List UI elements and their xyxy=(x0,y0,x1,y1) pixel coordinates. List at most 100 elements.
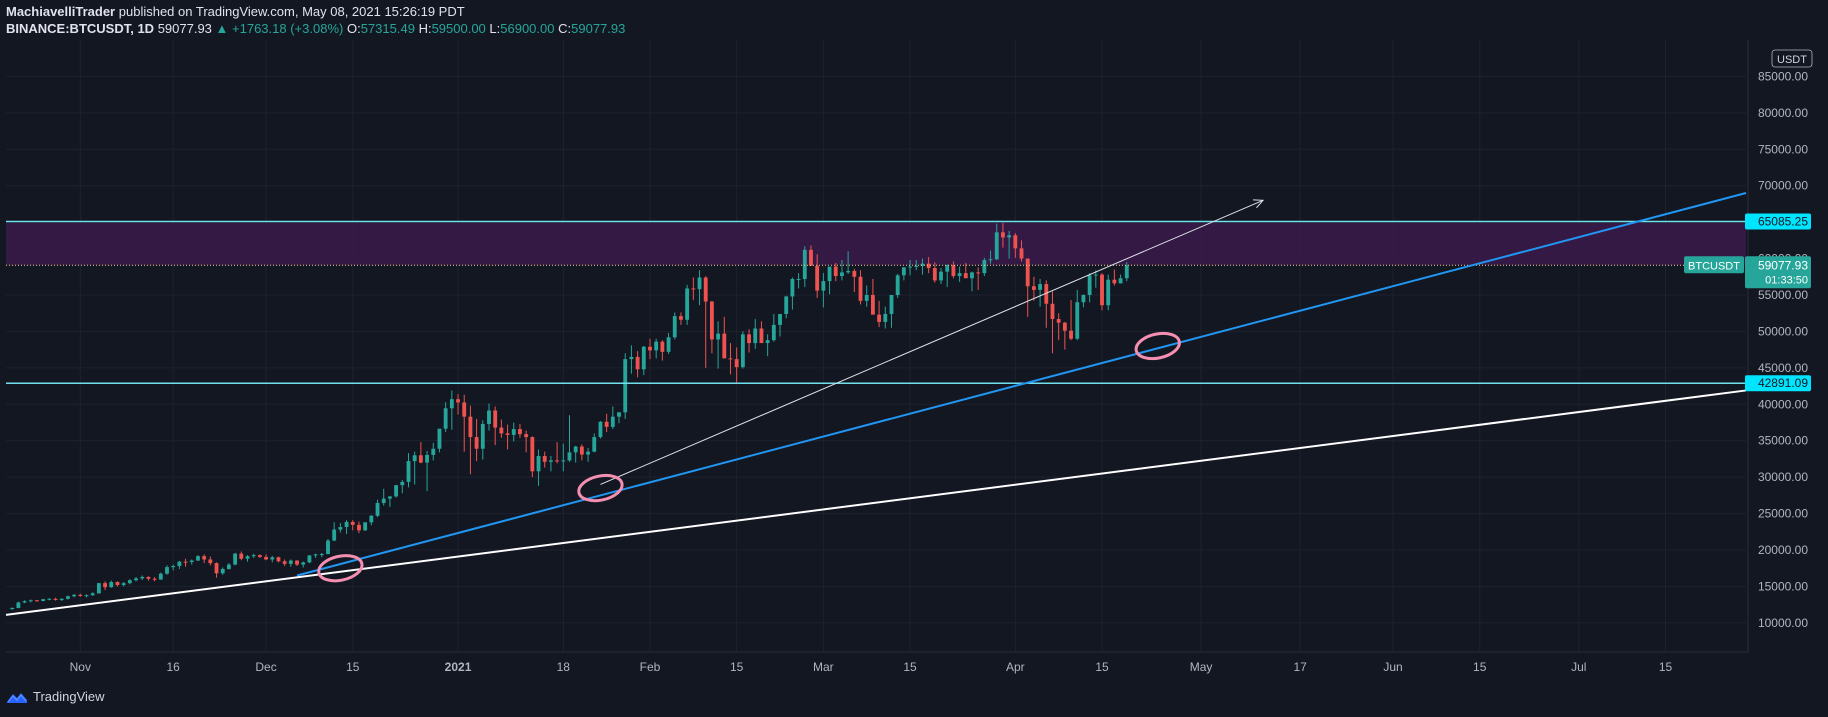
y-tick-label: 40000.00 xyxy=(1758,397,1808,411)
candle-body xyxy=(270,557,275,560)
candle-body xyxy=(870,295,875,315)
candle-body xyxy=(932,268,937,281)
candle-body xyxy=(22,601,27,603)
open-value: 57315.49 xyxy=(360,21,415,36)
x-tick-label: Feb xyxy=(640,660,661,674)
high-value: 59500.00 xyxy=(431,21,486,36)
time-axis[interactable]: Nov 16 Dec 15 2021 18 Feb 15 Mar 15 Apr 15 May 17 Jun 1… xyxy=(6,651,1748,674)
candle-body xyxy=(982,260,987,274)
candle-body xyxy=(951,265,956,277)
x-tick-label: 18 xyxy=(557,660,571,674)
candle-body xyxy=(449,399,454,409)
candle-body xyxy=(127,580,132,584)
resistance-zone xyxy=(6,222,1746,266)
candle-body xyxy=(332,529,337,541)
candle-body xyxy=(140,576,145,579)
tradingview-brand-label: TradingView xyxy=(33,689,105,704)
candle-body xyxy=(165,567,169,574)
candle-body xyxy=(16,602,21,608)
x-tick-label: Apr xyxy=(1006,660,1025,674)
candle-body xyxy=(1093,274,1098,276)
x-tick-label: May xyxy=(1190,660,1213,674)
candle-body xyxy=(468,416,473,438)
candle-body xyxy=(295,560,299,565)
candle-body xyxy=(406,461,411,482)
candle-body xyxy=(233,553,238,565)
candle-body xyxy=(548,460,553,462)
resistance-zone-rect xyxy=(6,222,1746,266)
candle-body xyxy=(505,433,510,435)
candle-body xyxy=(1087,275,1092,295)
candle-body xyxy=(1056,319,1061,323)
tradingview-branding[interactable]: TradingView xyxy=(6,689,105,704)
last-price-badge xyxy=(1745,256,1811,289)
candle-body xyxy=(691,288,696,290)
candle-body xyxy=(474,437,479,449)
candle-body xyxy=(245,556,250,559)
candle-body xyxy=(957,273,962,277)
candle-body xyxy=(1050,303,1055,320)
y-tick-label: 45000.00 xyxy=(1758,361,1808,375)
candle-body xyxy=(784,296,789,314)
candle-body xyxy=(344,521,349,528)
candle-body xyxy=(604,421,609,427)
candle-body xyxy=(1062,322,1067,331)
candle-body xyxy=(493,410,498,428)
candle-body xyxy=(103,583,107,588)
candle-body xyxy=(685,288,690,320)
candle-body xyxy=(121,583,126,585)
candle-body xyxy=(1044,284,1049,304)
candle-body xyxy=(586,451,590,455)
candle-body xyxy=(846,270,851,273)
publisher-name[interactable]: MachiavelliTrader xyxy=(6,4,116,19)
candle-body xyxy=(78,594,83,596)
candle-body xyxy=(146,576,151,579)
candle-body xyxy=(425,454,429,463)
candle-body xyxy=(115,582,120,585)
countdown-label: 01:33:50 xyxy=(1765,274,1808,286)
candle-body xyxy=(1031,286,1036,290)
candle-body xyxy=(963,273,968,279)
candle-body xyxy=(307,555,312,563)
candle-body xyxy=(542,456,547,462)
candle-body xyxy=(239,553,244,559)
candle-body xyxy=(734,359,739,368)
x-tick-label: Dec xyxy=(255,660,276,674)
candle-body xyxy=(257,555,262,557)
candle-body xyxy=(35,600,39,602)
y-tick-label: 15000.00 xyxy=(1758,579,1808,593)
price-axis[interactable]: 10000.00 15000.00 20000.00 25000.00 30000.00… xyxy=(1747,40,1813,652)
x-tick-label: 15 xyxy=(1473,660,1487,674)
x-tick-label: 15 xyxy=(1095,660,1109,674)
candle-body xyxy=(579,446,584,455)
candle-body xyxy=(251,555,256,557)
candle-body xyxy=(926,263,931,269)
candle-body xyxy=(858,276,863,301)
candle-body xyxy=(988,259,993,261)
candle-body xyxy=(530,437,535,472)
published-text: published on TradingView.com, May 08, 20… xyxy=(118,4,465,19)
candle-body xyxy=(1019,248,1024,259)
candle-body xyxy=(765,340,770,344)
candle-body xyxy=(518,429,522,435)
x-tick-label: Jul xyxy=(1571,660,1586,674)
candle-body xyxy=(276,557,281,562)
candle-body xyxy=(592,437,597,452)
low-value: 56900.00 xyxy=(500,21,555,36)
candle-body xyxy=(610,416,615,427)
y-tick-label: 70000.00 xyxy=(1758,179,1808,193)
tradingview-logo-icon xyxy=(7,692,27,703)
candle-body xyxy=(208,559,213,564)
candle-body xyxy=(728,358,733,360)
candle-body xyxy=(357,524,361,531)
y-tick-label: 50000.00 xyxy=(1758,324,1808,338)
candles xyxy=(10,222,1129,610)
candle-body xyxy=(202,556,207,560)
candle-body xyxy=(939,271,943,281)
candle-body xyxy=(1112,279,1117,284)
candle-body xyxy=(802,249,807,279)
candle-body xyxy=(418,455,423,463)
candle-body xyxy=(338,527,343,530)
candle-body xyxy=(709,301,714,340)
